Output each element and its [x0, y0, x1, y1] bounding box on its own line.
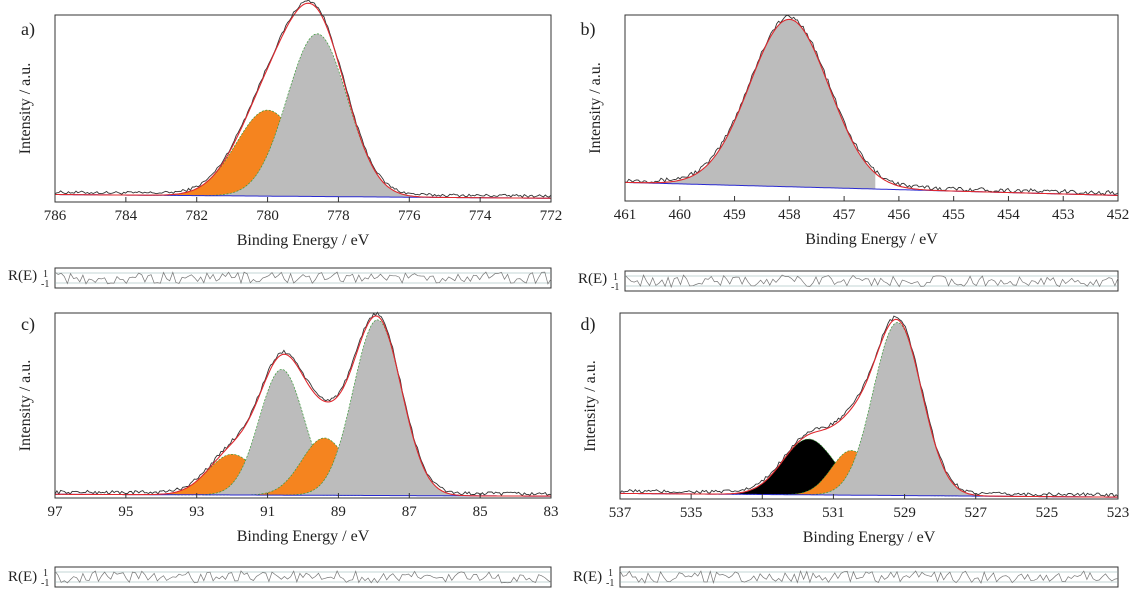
residual-label: R(E): [8, 569, 37, 585]
fit-envelope: [55, 315, 551, 497]
x-tick-label: 774: [469, 208, 492, 224]
x-tick-label: 97: [48, 504, 64, 520]
residual-trace: [54, 570, 552, 584]
component-peak-outline: [55, 33, 552, 199]
x-tick-label: 523: [1107, 505, 1130, 521]
x-tick-label: 85: [473, 504, 488, 520]
x-tick-label: 456: [888, 207, 911, 223]
x-tick-label: 455: [942, 207, 965, 223]
axes-frame: [619, 312, 1119, 500]
x-tick-label: 776: [398, 208, 421, 224]
y-axis-label: Intensity / a.u.: [17, 360, 34, 452]
x-axis-label: Binding Energy / eV: [803, 529, 936, 546]
fit-envelope: [625, 18, 1118, 196]
x-tick-label: 87: [402, 504, 418, 520]
x-tick-label: 535: [680, 505, 703, 521]
residual-frame: [624, 270, 1119, 292]
x-tick-label: 537: [609, 505, 632, 521]
x-tick-label: 531: [822, 505, 845, 521]
panel-3: 97 95 93 91 89 87 85 83 Binding Energy / eV Inten…: [8, 311, 559, 589]
experimental-spectrum: [624, 14, 1119, 196]
residual-bottom-tick: -1: [611, 282, 619, 293]
x-tick-label: 95: [118, 504, 133, 520]
x-tick-label: 786: [44, 208, 67, 224]
residual-frame: [54, 267, 552, 289]
component-peak-area: [55, 438, 551, 497]
y-axis-label: Intensity / a.u.: [17, 63, 34, 155]
residual-label: R(E): [8, 268, 37, 284]
x-tick-label: 529: [893, 505, 916, 521]
axes-frame: [624, 14, 1119, 202]
x-tick-label: 460: [669, 207, 692, 223]
x-tick-label: 91: [260, 504, 275, 520]
x-tick-label: 533: [751, 505, 774, 521]
panel-label: c): [21, 314, 35, 335]
residual-top-tick: 1: [43, 568, 48, 579]
experimental-spectrum: [619, 315, 1119, 498]
y-axis-label: Intensity / a.u.: [587, 62, 604, 154]
component-peak-area: [55, 33, 551, 199]
x-tick-label: 461: [614, 207, 637, 223]
x-tick-label: 453: [1052, 207, 1075, 223]
experimental-spectrum: [54, 0, 552, 198]
residual-frame: [619, 566, 1119, 588]
x-tick-label: 89: [331, 504, 346, 520]
residual-top-tick: 1: [43, 269, 48, 280]
residual-frame: [54, 566, 552, 588]
y-axis-label: Intensity / a.u.: [582, 360, 599, 452]
residual-top-tick: 1: [613, 272, 618, 283]
x-tick-label: 459: [723, 207, 746, 223]
x-tick-label: 452: [1107, 207, 1130, 223]
x-tick-label: 93: [189, 504, 204, 520]
component-peak-area: [55, 369, 551, 497]
axes-frame: [54, 14, 552, 203]
axes-frame: [54, 312, 552, 499]
x-tick-label: 784: [115, 208, 138, 224]
residual-bottom-tick: -1: [41, 578, 49, 589]
x-tick-label: 780: [256, 208, 279, 224]
residual-bottom-tick: -1: [606, 578, 614, 589]
component-peak-area: [625, 19, 876, 190]
x-tick-label: 457: [833, 207, 856, 223]
residual-top-tick: 1: [608, 568, 613, 579]
residual-bottom-tick: -1: [41, 279, 49, 290]
panel-label: b): [581, 19, 596, 40]
panel-label: a): [21, 19, 35, 40]
x-axis-label: Binding Energy / eV: [237, 528, 370, 545]
panel-4: 537 535 533 531 529 527 525 523 Binding Energy /…: [573, 312, 1130, 589]
component-peak-area: [620, 322, 1118, 498]
panel-label: d): [581, 314, 596, 335]
x-tick-label: 782: [185, 208, 208, 224]
x-tick-label: 527: [964, 505, 987, 521]
x-tick-label: 525: [1036, 505, 1059, 521]
residual-trace: [624, 274, 1119, 289]
fit-envelope: [620, 318, 1118, 498]
panel-1: 786 784 782 780 778 776 774 772 Binding Energy /…: [8, 0, 562, 290]
x-axis-label: Binding Energy / eV: [237, 232, 370, 249]
x-tick-label: 83: [544, 504, 559, 520]
fit-envelope: [55, 2, 552, 199]
component-peak-outline: [55, 369, 551, 497]
residual-label: R(E): [573, 569, 602, 585]
x-tick-label: 454: [997, 207, 1020, 223]
residual-label: R(E): [578, 271, 607, 287]
x-tick-label: 458: [778, 207, 801, 223]
x-tick-label: 772: [540, 208, 563, 224]
residual-trace: [619, 569, 1119, 584]
residual-trace: [54, 271, 552, 285]
x-axis-label: Binding Energy / eV: [805, 231, 938, 248]
x-tick-label: 778: [327, 208, 350, 224]
panel-2: 461 460 459 458 457 456 455 454 453 452 Binding En…: [578, 14, 1130, 293]
experimental-spectrum: [54, 311, 552, 497]
